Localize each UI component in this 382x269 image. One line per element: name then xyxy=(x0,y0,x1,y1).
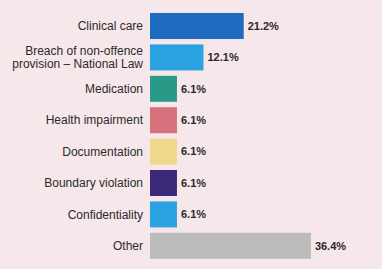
background xyxy=(0,0,382,269)
labels: Clinical care 21.2% Breach of non-offencep… xyxy=(12,19,346,253)
bar xyxy=(150,233,311,259)
category-label: Breach of non-offenceprovision – Nationa… xyxy=(12,44,143,71)
bar xyxy=(150,76,177,102)
data-label: 6.1% xyxy=(181,83,206,95)
category-label: Other xyxy=(113,239,143,253)
data-label: 12.1% xyxy=(207,51,238,63)
bar xyxy=(150,13,244,39)
category-label: Health impairment xyxy=(46,113,144,127)
category-label: Boundary violation xyxy=(44,176,143,190)
bar xyxy=(150,139,177,165)
category-label: Clinical care xyxy=(78,19,144,33)
bar xyxy=(150,201,177,227)
data-label: 6.1% xyxy=(181,114,206,126)
category-label: Confidentiality xyxy=(68,208,143,222)
data-label: 6.1% xyxy=(181,208,206,220)
bars xyxy=(150,13,311,259)
category-label: Medication xyxy=(85,82,143,96)
data-label: 21.2% xyxy=(248,20,279,32)
data-label: 36.4% xyxy=(315,240,346,252)
category-label: Documentation xyxy=(62,145,143,159)
bar xyxy=(150,107,177,133)
bar xyxy=(150,44,203,70)
chart: Clinical care 21.2% Breach of non-offencep… xyxy=(0,0,382,269)
data-label: 6.1% xyxy=(181,145,206,157)
data-label: 6.1% xyxy=(181,177,206,189)
bar xyxy=(150,170,177,196)
